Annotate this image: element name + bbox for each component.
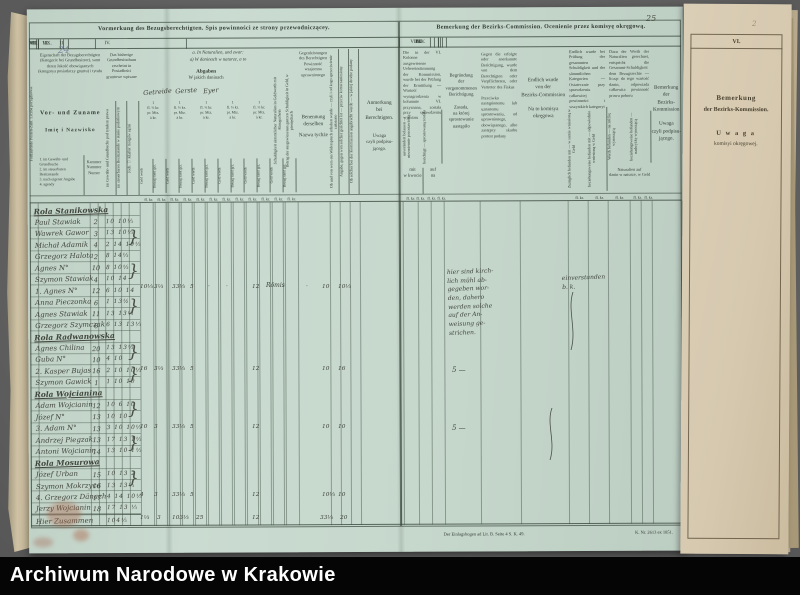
handwritten-annotation: 5 (190, 284, 194, 290)
handwritten-annotation: 12 (252, 515, 260, 521)
archive-name: Archiwum Narodowe w Krakowie (10, 564, 336, 586)
handwritten-annotation: 2 (752, 20, 757, 28)
handwritten-annotation: · (306, 284, 308, 290)
handwritten-annotation: 16 (338, 366, 346, 372)
archive-caption-bar: Archiwum Narodowe w Krakowie (0, 557, 800, 595)
handwritten-annotation: 16 (140, 366, 148, 372)
handwritten-annotation: 1⅓ (140, 515, 150, 521)
handwritten-annotation: 10⅓ (322, 492, 335, 498)
handwritten-annotation: 10 (140, 424, 148, 430)
handwritten-annotation: 10 (322, 284, 330, 290)
handwritten-annotation: 10⅓ (338, 284, 351, 290)
handwritten-annotation: Römis (266, 282, 285, 289)
handwritten-annotation: 4 (140, 492, 144, 498)
handwritten-annotation: einverstanden b. k. (561, 273, 606, 291)
handwritten-annotation: 3 (157, 515, 161, 521)
ink-squiggle (545, 407, 557, 461)
handwritten-annotation: } (128, 468, 139, 488)
handwritten-annotation: 3⅓ (154, 366, 164, 372)
handwritten-annotation: 20 (340, 515, 348, 521)
handwritten-annotation: 3⅓ (154, 284, 164, 290)
handwritten-annotation: 33⅓ (172, 366, 185, 372)
handwritten-annotation: 5 — (452, 366, 466, 374)
handwritten-annotation: hier sind kirch- lich mühl ab- gegeben w… (446, 267, 494, 337)
handwritten-annotation: 33⅓ (172, 284, 185, 290)
handwritten-annotation: 5 (190, 492, 194, 498)
handwritten-annotation: 25 (646, 14, 657, 23)
handwritten-annotation: 33⅓ (172, 492, 185, 498)
handwritten-annotation: } (128, 342, 139, 362)
handwritten-annotation: 12 (252, 284, 260, 290)
handwritten-annotation: } (128, 296, 139, 316)
handwritten-annotation: 10 (322, 366, 330, 372)
handwritten-annotation: 3 (154, 424, 158, 430)
handwritten-annotation: 5 (190, 366, 194, 372)
handwritten-annotation: 10 (338, 492, 346, 498)
handwritten-annotation: 10⅓ (140, 284, 153, 290)
handwritten-annotation: 3 (154, 492, 158, 498)
handwriting-layer: 24 25 2 10⅓ 3⅓ 33⅓ 5 · · 12 Römis · 10 10⅓ 16 3⅓ 33⅓ 5 12 1… (58, 14, 757, 521)
handwritten-annotation: 10 (322, 424, 330, 430)
handwritten-annotation: 12 (252, 492, 260, 498)
handwritten-annotation: 5 — (452, 424, 466, 432)
handwritten-annotation: · (208, 284, 210, 290)
handwritten-annotation: 24 (58, 46, 70, 56)
handwritten-annotation: } (128, 364, 139, 384)
handwritten-annotation: 12 (252, 424, 260, 430)
handwritten-annotation: } (128, 433, 139, 453)
handwritten-annotation: 33⅓ (172, 424, 185, 430)
handwritten-annotation: 25 (196, 515, 204, 521)
handwritten-annotation: 103⅓ (172, 515, 189, 521)
handwritten-annotation: 33⅓ (320, 515, 333, 521)
handwritten-annotation: 12 (252, 366, 260, 372)
handwritten-annotation: } (128, 261, 139, 281)
handwritten-annotation: · (226, 284, 228, 290)
handwritten-annotation: } (128, 227, 139, 247)
handwritten-annotation: 10 (338, 424, 346, 430)
handwritten-annotation: } (128, 399, 139, 419)
handwritten-annotation: 5 (190, 424, 194, 430)
ink-squiggle (566, 291, 578, 351)
